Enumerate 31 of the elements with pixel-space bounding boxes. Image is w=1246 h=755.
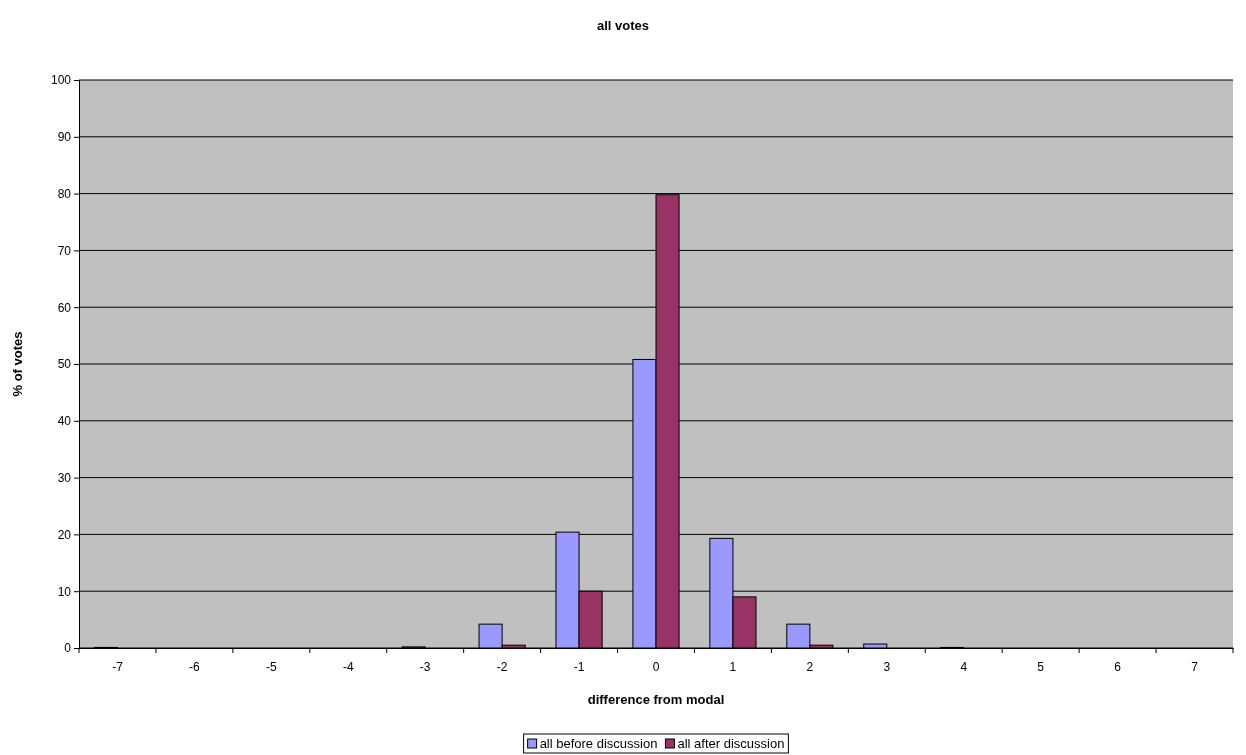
y-tick-label: 30 bbox=[57, 470, 72, 485]
x-axis-title: difference from modal bbox=[587, 692, 725, 707]
y-axis-title: % of votes bbox=[10, 331, 25, 397]
x-tick-label: 5 bbox=[1037, 659, 1045, 674]
y-tick-label: 50 bbox=[57, 357, 72, 372]
x-tick-label: 7 bbox=[1191, 659, 1199, 674]
x-tick-label: -1 bbox=[573, 659, 585, 674]
y-tick-label: 0 bbox=[64, 641, 72, 656]
x-tick-label: 4 bbox=[960, 659, 968, 674]
y-tick-label: 80 bbox=[57, 186, 72, 201]
legend-label: all after discussion bbox=[677, 736, 785, 751]
x-tick-label: 0 bbox=[652, 659, 660, 674]
x-tick-label: -5 bbox=[266, 659, 277, 674]
x-tick-label: -6 bbox=[189, 659, 201, 674]
x-tick-label: -4 bbox=[342, 659, 354, 674]
x-tick-label: -3 bbox=[419, 659, 431, 674]
x-tick-label: 3 bbox=[883, 659, 891, 674]
y-tick-label: 40 bbox=[57, 414, 72, 429]
x-tick-label: 2 bbox=[806, 659, 814, 674]
y-tick-label: 100 bbox=[50, 73, 72, 88]
x-tick-label: -7 bbox=[112, 659, 124, 674]
y-tick-label: 20 bbox=[57, 527, 72, 542]
y-tick-label: 90 bbox=[57, 130, 72, 145]
x-tick-label: 6 bbox=[1114, 659, 1122, 674]
chart-title: all votes bbox=[596, 18, 650, 33]
x-tick-label: -2 bbox=[496, 659, 508, 674]
x-tick-label: 1 bbox=[729, 659, 737, 674]
legend-label: all before discussion bbox=[539, 736, 658, 751]
y-tick-label: 60 bbox=[57, 300, 72, 315]
y-tick-label: 10 bbox=[57, 584, 72, 599]
y-tick-label: 70 bbox=[57, 243, 72, 258]
